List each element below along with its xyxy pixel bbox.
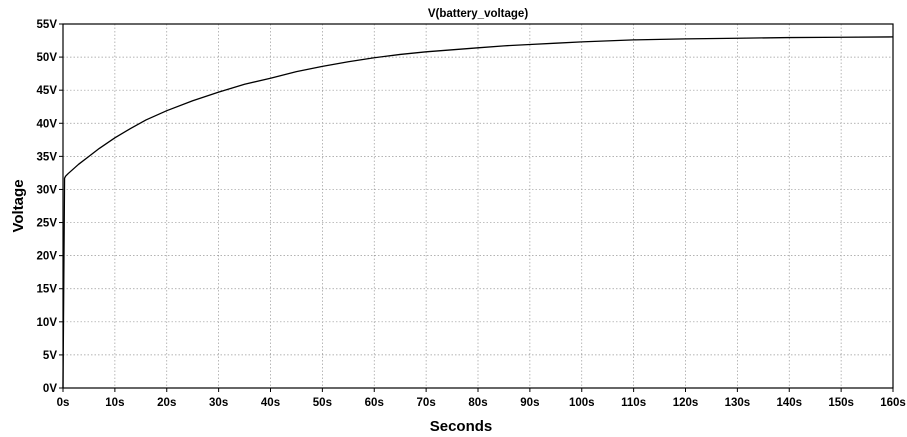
- x-tick-label: 100s: [569, 397, 595, 409]
- x-axis-title: Seconds: [430, 418, 493, 435]
- y-tick-label: 40V: [37, 118, 58, 130]
- chart-title: V(battery_voltage): [428, 8, 529, 20]
- x-tick-label: 50s: [313, 397, 332, 409]
- x-tick-label: 10s: [105, 397, 124, 409]
- x-tick-label: 90s: [520, 397, 539, 409]
- x-tick-label: 0s: [57, 397, 70, 409]
- y-tick-label: 55V: [37, 19, 58, 31]
- x-tick-label: 60s: [365, 397, 384, 409]
- y-tick-label: 10V: [37, 317, 58, 329]
- y-tick-label: 35V: [37, 151, 58, 163]
- y-tick-label: 50V: [37, 52, 58, 64]
- axis-ticks: [59, 23, 894, 392]
- series-layer: [62, 36, 894, 389]
- x-tick-label: 70s: [417, 397, 436, 409]
- x-tick-label: 130s: [725, 397, 751, 409]
- x-tick-label: 110s: [621, 397, 646, 409]
- y-tick-label: 5V: [43, 350, 57, 362]
- y-tick-label: 15V: [37, 284, 58, 296]
- y-tick-label: 45V: [37, 85, 58, 97]
- y-tick-label: 30V: [37, 184, 58, 196]
- y-tick-label: 20V: [37, 251, 58, 263]
- x-tick-label: 20s: [157, 397, 176, 409]
- gridlines: [63, 24, 893, 388]
- x-tick-label: 40s: [261, 397, 280, 409]
- y-tick-label: 25V: [37, 218, 58, 230]
- y-tick-label: 0V: [43, 383, 57, 395]
- y-tick-labels: 0V 5V 10V 15V 20V 25V 30V 35V 40V 45V 50V 55V: [37, 19, 58, 395]
- x-tick-label: 80s: [468, 397, 487, 409]
- series-line: [62, 36, 894, 389]
- x-tick-labels: 0s 10s 20s 30s 40s 50s 60s 70s 80s 90s 100s 110s 120…: [57, 397, 906, 409]
- x-tick-label: 30s: [209, 397, 228, 409]
- x-tick-label: 160s: [880, 397, 906, 409]
- x-tick-label: 140s: [776, 397, 802, 409]
- x-tick-label: 150s: [828, 397, 854, 409]
- x-tick-label: 120s: [673, 397, 699, 409]
- y-axis-title: Voltage: [10, 179, 27, 232]
